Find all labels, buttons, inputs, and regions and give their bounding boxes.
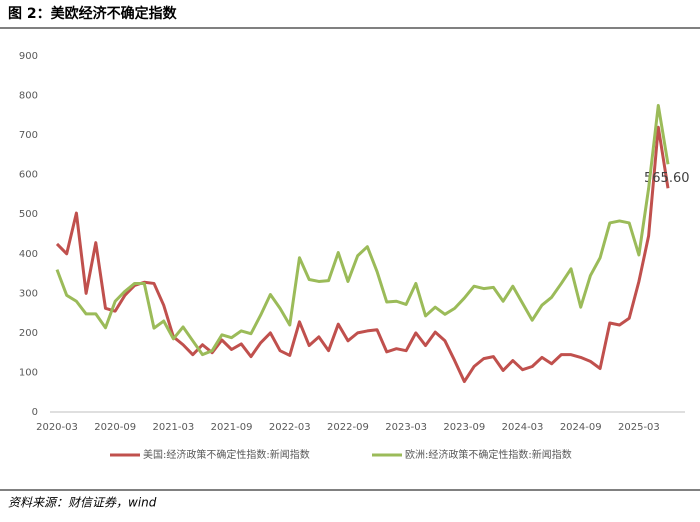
x-tick-label: 2021-03 [152,422,194,433]
legend-label: 欧洲:经济政策不确定性指数:新闻指数 [405,448,572,461]
x-tick-label: 2025-03 [618,422,660,433]
y-tick-label: 800 [19,91,38,102]
series-line [55,125,670,384]
x-tick-label: 2021-09 [211,422,253,433]
value-label: 565.60 [644,171,690,186]
x-tick-label: 2024-03 [502,422,544,433]
y-tick-label: 400 [19,249,38,260]
y-tick-label: 0 [32,407,38,418]
x-tick-label: 2020-03 [36,422,78,433]
legend-label: 美国:经济政策不确定性指数:新闻指数 [143,448,310,461]
y-tick-label: 900 [19,51,38,62]
y-tick-label: 600 [19,170,38,181]
x-tick-label: 2023-03 [385,422,427,433]
x-tick-label: 2022-03 [269,422,311,433]
x-tick-label: 2022-09 [327,422,369,433]
chart-title: 图 2：美欧经济不确定指数 [8,5,178,22]
x-tick-label: 2024-09 [560,422,602,433]
y-tick-label: 700 [19,130,38,141]
y-tick-label: 300 [19,288,38,299]
y-tick-label: 500 [19,209,38,220]
y-tick-label: 200 [19,328,38,339]
source: 资料来源：财信证券，wind [8,496,157,510]
x-tick-label: 2020-09 [94,422,136,433]
series-line [55,103,670,357]
y-tick-label: 100 [19,367,38,378]
x-tick-label: 2023-09 [443,422,485,433]
